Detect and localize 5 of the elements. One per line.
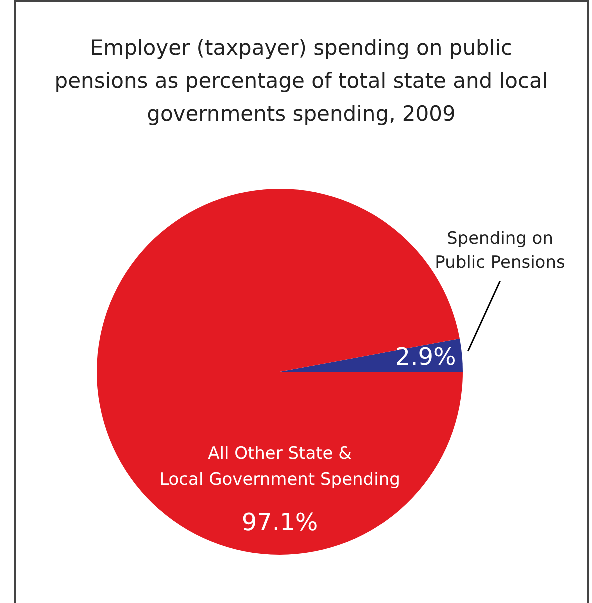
chart-title: Employer (taxpayer) spending on public pensions as percentage of total state and local governments spending, 2009	[54, 35, 550, 128]
data-label: 2.9%	[395, 342, 456, 371]
slice-label: Spending on Public Pensions	[435, 228, 566, 273]
data-label: 97.1%	[242, 508, 318, 537]
slice-label: All Other State & Local Government Spending	[160, 444, 400, 490]
